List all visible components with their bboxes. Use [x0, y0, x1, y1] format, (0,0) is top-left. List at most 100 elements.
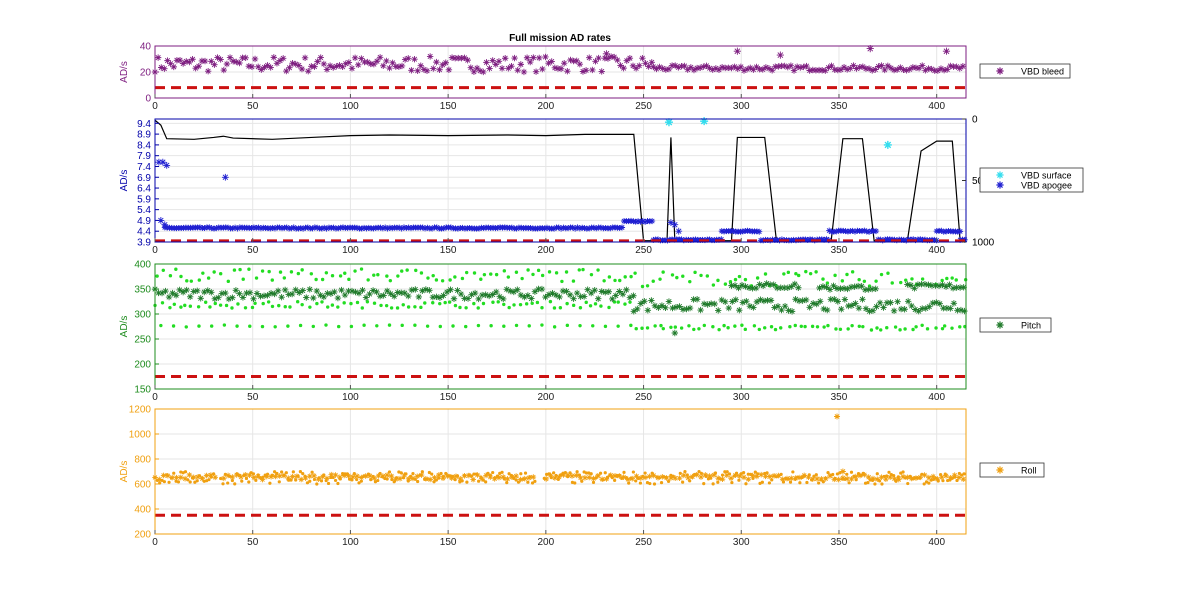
roll-dot: [922, 482, 926, 486]
roll-dot: [875, 472, 879, 476]
roll-dot: [162, 480, 166, 484]
pitch-dot: [405, 268, 409, 272]
pitch-dot: [861, 324, 865, 329]
pitch-dot: [288, 305, 292, 309]
roll-dot: [765, 471, 769, 475]
pitch-dot: [540, 323, 544, 327]
y-tick-label: 20: [140, 68, 152, 79]
pitch-dot: [196, 305, 201, 309]
roll-dot: [247, 480, 251, 484]
roll-dot: [744, 482, 748, 486]
y-tick-label: 1000: [129, 430, 152, 441]
pitch-dot: [518, 302, 523, 307]
roll-dot: [357, 481, 361, 485]
y-tick-label: 800: [134, 455, 151, 466]
pitch-dot: [651, 279, 655, 283]
roll-dot: [652, 482, 657, 486]
pitch-dot: [743, 327, 748, 332]
pitch-dot: [520, 276, 524, 281]
pitch-dot: [238, 267, 242, 272]
y-axis-label: AD/s: [119, 170, 130, 192]
pitch-dot: [711, 325, 715, 329]
roll-dot: [233, 482, 237, 486]
x-tick-label: 50: [247, 101, 259, 112]
pitch-dot: [524, 302, 529, 306]
roll-dot: [505, 481, 509, 485]
roll-dot: [333, 478, 338, 483]
pitch-dot: [629, 323, 633, 328]
pitch-dot: [277, 303, 281, 308]
pitch-dot: [645, 284, 650, 288]
roll-dot: [244, 476, 249, 481]
x-tick-label: 0: [152, 101, 158, 112]
pitch-dot: [453, 303, 458, 308]
x-tick-label: 400: [928, 392, 945, 403]
pitch-dot: [890, 281, 894, 285]
legend-marker: [996, 466, 1004, 474]
pitch-dot: [218, 303, 223, 307]
pitch-dot: [179, 274, 183, 279]
pitch-dot: [945, 276, 949, 281]
pitch-dot: [743, 277, 748, 282]
pitch-dot: [879, 272, 884, 277]
pitch-dot: [464, 306, 468, 310]
pitch-dot: [874, 279, 878, 283]
axes-box: [154, 408, 967, 535]
pitch-dot: [954, 278, 958, 282]
roll-dot: [767, 481, 772, 485]
pitch-dot: [540, 306, 544, 310]
roll-dot: [805, 480, 809, 485]
roll-dot: [622, 470, 626, 474]
pitch-dot: [661, 270, 665, 274]
y-tick-label: 200: [134, 530, 151, 541]
pitch-dot: [203, 300, 208, 304]
pitch-dot: [565, 323, 570, 328]
y-tick-label: 350: [134, 285, 151, 296]
roll-dot: [526, 480, 530, 484]
pitch-dot: [822, 325, 826, 329]
pitch-dot: [443, 300, 447, 305]
y-tick-label: 1200: [129, 405, 152, 416]
roll-dot: [770, 478, 774, 482]
pitch-dot: [283, 304, 287, 309]
x-tick-label: 250: [635, 537, 652, 548]
roll-dot: [742, 471, 746, 475]
roll-dot: [962, 472, 966, 476]
pitch-dot: [286, 324, 290, 328]
y-tick-label: 3.9: [137, 238, 151, 249]
pitch-dot: [278, 270, 283, 274]
x-tick-label: 250: [635, 392, 652, 403]
pitch-dot: [406, 305, 411, 309]
roll-dot: [294, 478, 298, 482]
pitch-dot: [375, 324, 379, 328]
pitch-dot: [184, 325, 188, 329]
pitch-dot: [502, 324, 506, 328]
pitch-dot: [540, 273, 545, 278]
pitch-dot: [330, 273, 335, 278]
pitch-dot: [589, 272, 594, 277]
pitch-dot: [599, 304, 603, 308]
pitch-dot: [702, 323, 707, 328]
pitch-dot: [773, 327, 778, 332]
pitch-dot: [426, 276, 430, 280]
x-tick-label: 250: [635, 245, 652, 256]
roll-dot: [221, 482, 225, 486]
pitch-dot: [168, 274, 173, 278]
pitch-dot: [670, 273, 675, 277]
pitch-dot: [581, 267, 585, 272]
y-tick-label: 200: [134, 360, 151, 371]
pitch-dot: [506, 275, 511, 279]
plot-area-pitch: [151, 267, 968, 337]
roll-dot: [315, 482, 319, 486]
roll-dot: [385, 477, 389, 481]
pitch-dot: [349, 324, 354, 329]
roll-dot: [678, 471, 682, 475]
pitch-dot: [514, 323, 519, 328]
pitch-dot: [716, 278, 720, 283]
roll-dot: [195, 479, 199, 483]
roll-dot: [507, 472, 511, 476]
roll-dot: [650, 471, 654, 475]
pitch-dot: [489, 272, 493, 276]
pitch-dot: [548, 299, 553, 304]
pitch-dot: [365, 300, 370, 304]
